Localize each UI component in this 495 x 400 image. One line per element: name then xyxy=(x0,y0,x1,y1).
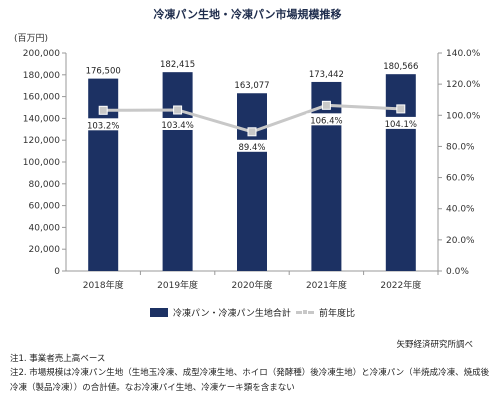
legend-item-line: 前年度比 xyxy=(296,306,355,319)
ratio-label-bg xyxy=(306,113,347,126)
bar xyxy=(162,72,193,271)
bar-value-label: 163,077 xyxy=(234,81,269,91)
ratio-marker xyxy=(396,104,406,114)
bar-value-label: 180,566 xyxy=(383,62,418,72)
bar-value-label: 176,500 xyxy=(86,67,121,77)
legend-line-label: 前年度比 xyxy=(319,309,356,319)
y-axis-unit-label: (百万円) xyxy=(14,34,49,44)
bar-value-label: 182,415 xyxy=(160,60,195,70)
ratio-marker xyxy=(321,100,331,110)
right-tick-label: 100.0% xyxy=(446,111,481,121)
ratio-value-label: 106.4% xyxy=(310,116,342,126)
ratio-value-label: 103.4% xyxy=(161,121,193,131)
ratio-value-label: 89.4% xyxy=(238,143,265,153)
x-tick-label: 2018年度 xyxy=(83,279,124,291)
ratio-label-bg xyxy=(157,117,198,130)
right-tick-label: 0.0% xyxy=(446,267,469,277)
bar xyxy=(385,74,416,271)
right-tick-label: 120.0% xyxy=(446,80,481,90)
right-tick-label: 60.0% xyxy=(446,174,475,184)
left-tick-label: 20,000 xyxy=(29,245,61,255)
source-credit: 矢野経済研究所調べ xyxy=(396,340,473,350)
ratio-value-label: 103.2% xyxy=(87,121,119,131)
left-tick-label: 0 xyxy=(54,267,60,277)
ratio-value-label: 104.1% xyxy=(385,120,417,130)
note-2: 注2. 市場規模は冷凍パン生地（生地玉冷凍、成型冷凍生地、ホイロ（発酵種）後冷凍… xyxy=(10,368,490,393)
right-tick-label: 20.0% xyxy=(446,236,475,246)
left-tick-label: 160,000 xyxy=(23,93,60,103)
left-tick-label: 200,000 xyxy=(23,49,60,59)
bar-value-label: 173,442 xyxy=(309,70,344,80)
note-1: 注1. 事業者売上高ベース xyxy=(10,354,106,364)
x-tick-label: 2022年度 xyxy=(380,279,421,291)
ratio-label-bg xyxy=(232,139,272,152)
left-tick-label: 180,000 xyxy=(23,71,60,81)
chart-title: 冷凍パン生地・冷凍パン市場規模推移 xyxy=(153,8,342,21)
left-tick-label: 80,000 xyxy=(29,180,61,190)
legend-line-swatch xyxy=(296,308,314,317)
ratio-marker xyxy=(98,105,108,115)
x-tick-label: 2020年度 xyxy=(232,279,273,291)
left-tick-label: 60,000 xyxy=(29,202,61,212)
left-tick-label: 120,000 xyxy=(23,136,60,146)
ratio-label-bg xyxy=(83,118,124,131)
right-tick-label: 140.0% xyxy=(446,49,481,59)
ratio-label-bg xyxy=(380,116,421,129)
legend-bar-swatch xyxy=(150,308,168,317)
x-tick-label: 2019年度 xyxy=(157,279,198,291)
left-tick-label: 140,000 xyxy=(23,114,60,124)
bar xyxy=(237,93,267,272)
right-tick-label: 80.0% xyxy=(446,142,475,152)
legend-bar-label: 冷凍パン・冷凍パン生地合計 xyxy=(173,309,291,319)
legend-item-bar: 冷凍パン・冷凍パン生地合計 xyxy=(150,306,291,319)
ratio-marker xyxy=(173,105,183,115)
left-tick-label: 40,000 xyxy=(29,223,61,233)
ratio-marker xyxy=(247,127,257,137)
x-tick-label: 2021年度 xyxy=(306,279,347,291)
right-tick-label: 40.0% xyxy=(446,205,475,215)
left-tick-label: 100,000 xyxy=(23,158,60,168)
